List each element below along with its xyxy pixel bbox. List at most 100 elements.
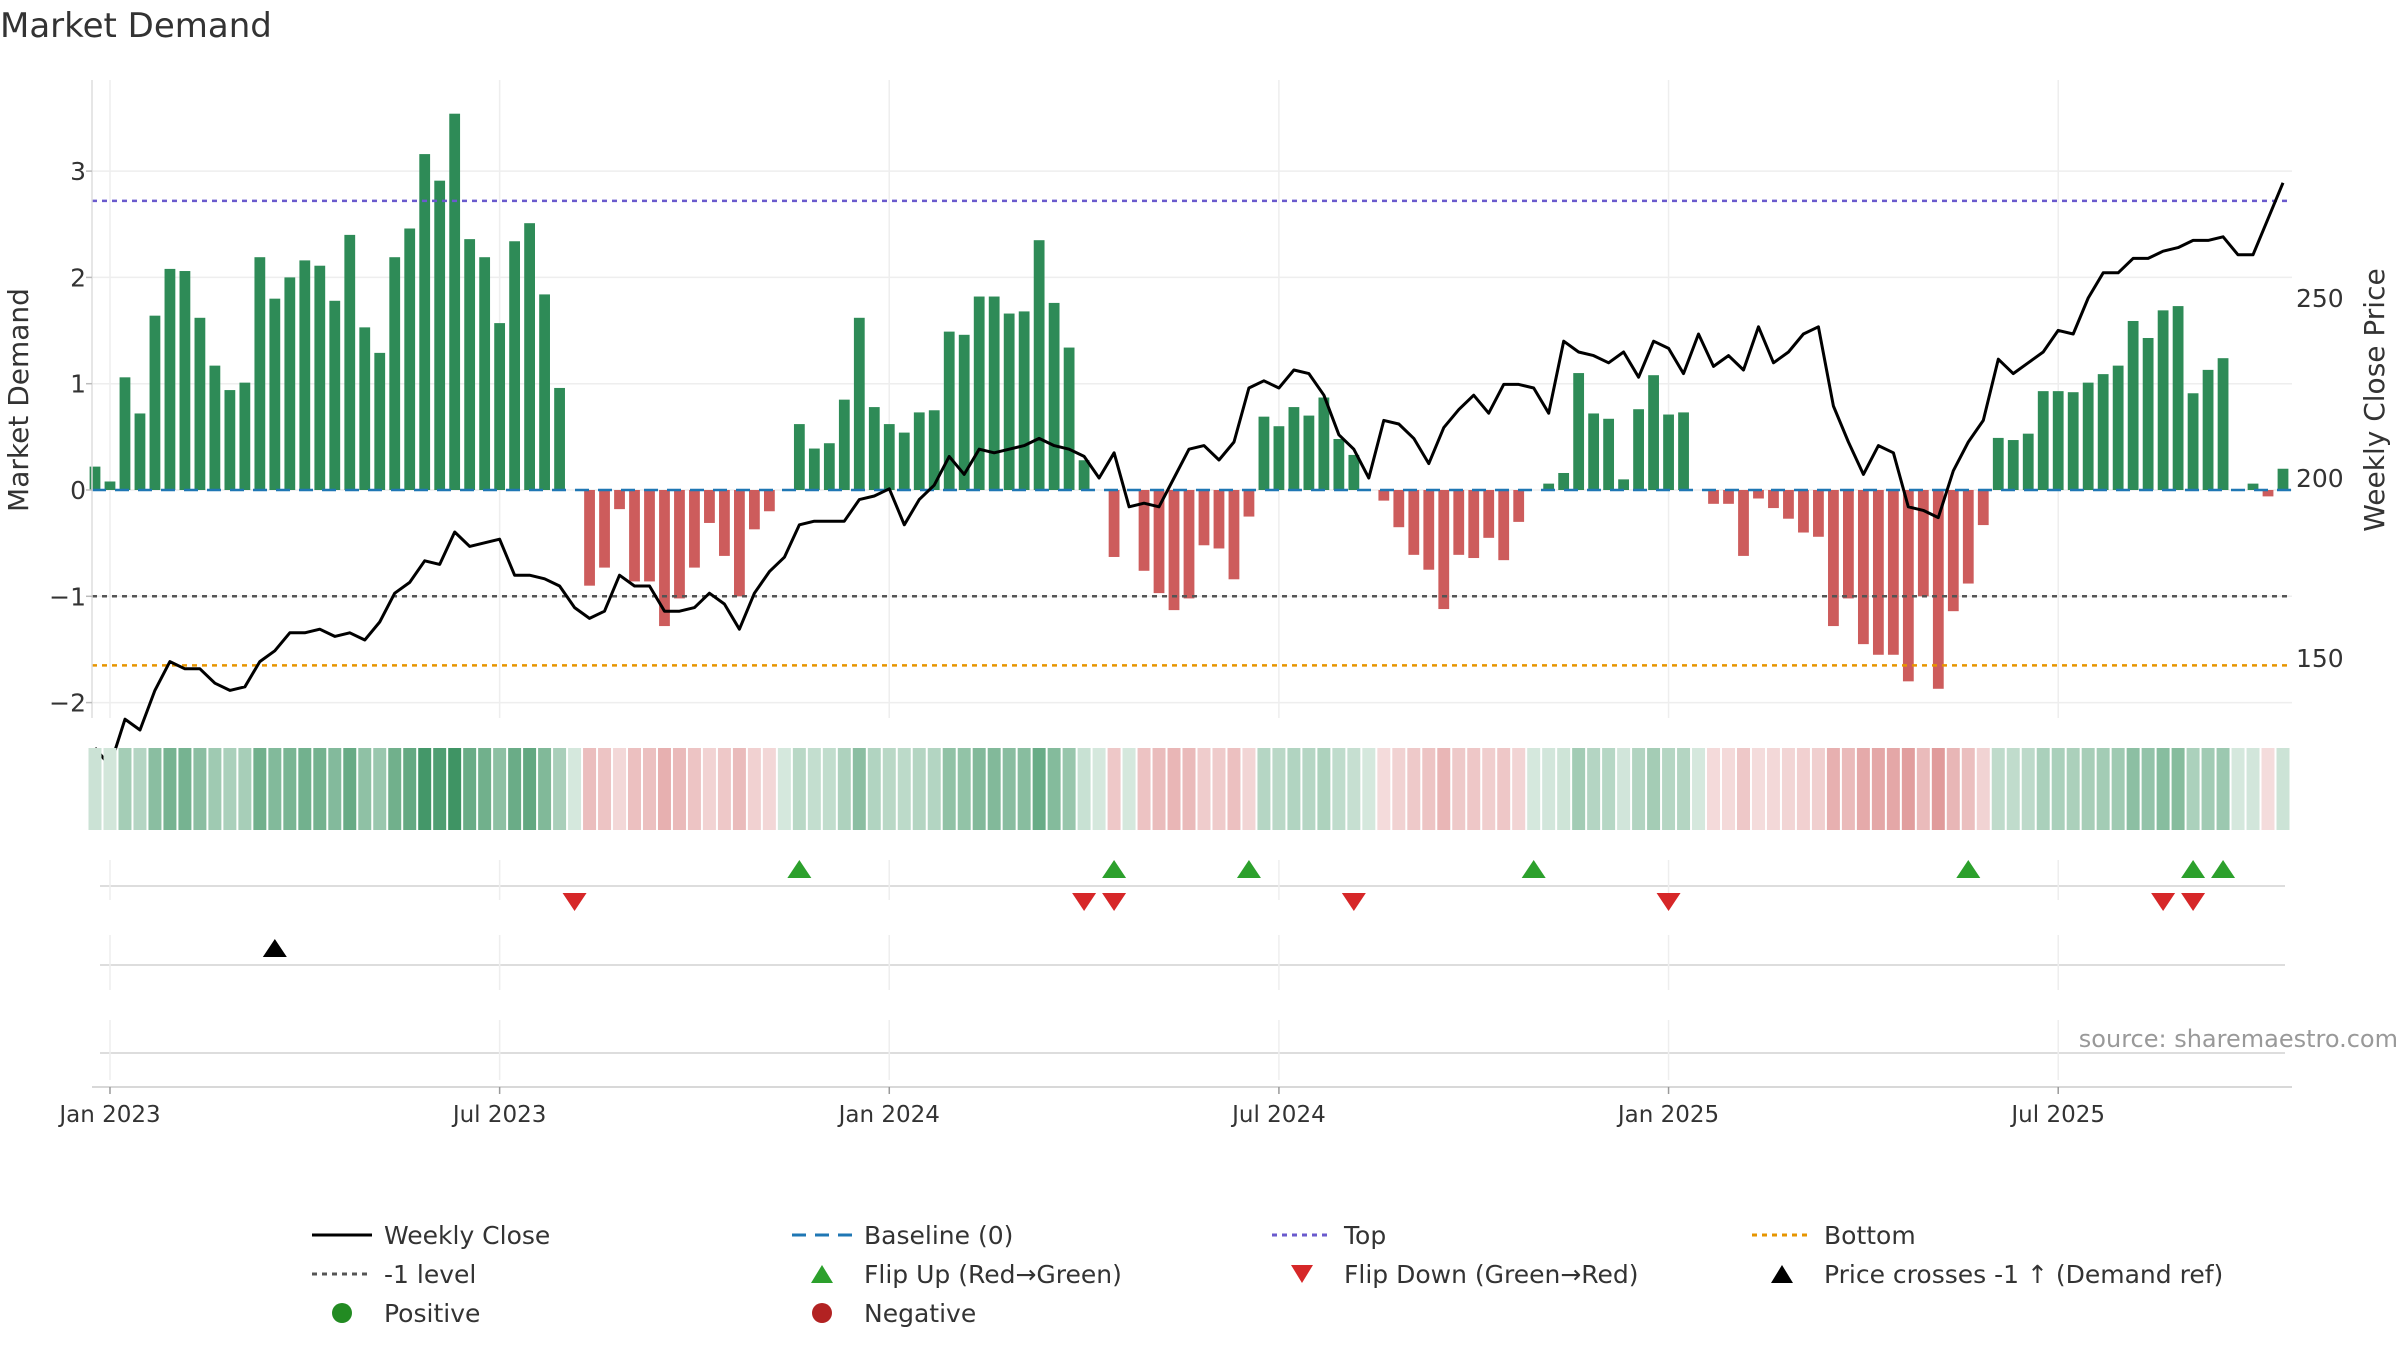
demand-bar [1153,490,1165,594]
demand-bar [659,490,670,627]
demand-bar [1573,373,1585,490]
demand-bar [1588,413,1600,490]
y-tick-label: 2 [70,263,86,292]
demand-bar [1633,409,1644,490]
legend-bottom: Bottom [1824,1221,1916,1250]
demand-bar [1678,412,1689,490]
heat-cell [1302,748,1316,830]
heat-cell [2216,748,2230,830]
demand-bar [1378,490,1390,501]
demand-bar [2157,310,2169,490]
heat-cell [568,748,582,830]
demand-bar [1168,490,1180,611]
demand-bar [988,296,1000,490]
heat-cell [1587,748,1601,830]
price-series [93,182,2285,768]
heat-cell [1392,748,1406,830]
heat-cell [687,748,701,830]
demand-bar [823,443,835,490]
demand-bar [1708,490,1719,504]
heat-cell [2096,748,2110,830]
demand-bar [1288,407,1300,490]
demand-bar [1393,490,1405,528]
demand-bar [943,331,955,490]
demand-bar [299,260,311,490]
heat-cell [2156,748,2170,830]
demand-bar [883,424,895,490]
heat-cell [1811,748,1825,830]
legend-minus-one: -1 level [384,1260,476,1289]
demand-bar [164,268,176,490]
heat-cell [1856,748,1870,830]
demand-bar [1932,490,1944,689]
demand-bar [1258,416,1270,490]
demand-bar [853,317,865,490]
demand-bar [1078,460,1090,490]
demand-bar [224,390,236,490]
demand-bar [913,412,925,490]
demand-bar [1318,397,1330,490]
heat-cell [837,748,851,830]
demand-bar [898,432,910,490]
demand-bar [2037,391,2049,490]
legend-weekly-close: Weekly Close [384,1221,550,1250]
demand-bar [389,257,401,490]
heat-cell [1781,748,1795,830]
heat-cell [2246,748,2260,830]
demand-bar [2247,483,2259,490]
legend-baseline: Baseline (0) [864,1221,1013,1250]
heat-cell [493,748,507,830]
demand-bar [1063,347,1075,490]
legend-negative-swatch [812,1303,832,1323]
heat-cell [463,748,477,830]
y2-tick-label: 150 [2296,644,2344,673]
heat-cell [1602,748,1616,830]
y-tick-label: 0 [70,476,86,505]
heat-cell [1886,748,1900,830]
heat-cell [912,748,926,830]
heat-cell [2186,748,2200,830]
heat-cell [1497,748,1511,830]
heat-cell [882,748,896,830]
demand-bar [1198,490,1210,546]
heat-cell [972,748,986,830]
heat-cell [2036,748,2050,830]
demand-bar [2127,320,2139,490]
demand-bar [1138,490,1150,571]
demand-bar [2097,374,2109,490]
heat-cell [2261,748,2275,830]
demand-bars [89,113,2289,689]
heat-cell [1632,748,1646,830]
heat-cell [1647,748,1661,830]
demand-bar [1887,490,1899,655]
heat-cell [283,748,297,830]
heat-cell [2201,748,2215,830]
demand-bar [1843,490,1854,599]
heat-cell [1572,748,1586,830]
heat-cell [1692,748,1706,830]
heat-cell [1137,748,1151,830]
flip-down-marker [2151,893,2176,911]
heat-cell [598,748,612,830]
demand-bar [1947,490,1959,612]
heat-cell [1332,748,1346,830]
demand-bar [1348,454,1360,490]
heat-cell [418,748,432,830]
demand-bar [674,490,685,599]
demand-bar [2142,337,2154,490]
demand-bar [269,298,281,490]
demand-bar [1962,490,1974,584]
heat-cell [1077,748,1091,830]
demand-bar [704,490,715,523]
demand-bar [554,387,565,490]
heat-cell [957,748,971,830]
demand-bar [2052,391,2064,490]
legend-flip-up: Flip Up (Red→Green) [864,1260,1122,1289]
heat-cell [343,748,357,830]
x-tick-label: Jul 2023 [451,1102,547,1128]
x-tick-label: Jan 2024 [837,1102,940,1128]
demand-bar [1273,426,1285,490]
heat-cell [1826,748,1840,830]
demand-bar [1228,490,1240,580]
demand-bar [2007,440,2019,490]
